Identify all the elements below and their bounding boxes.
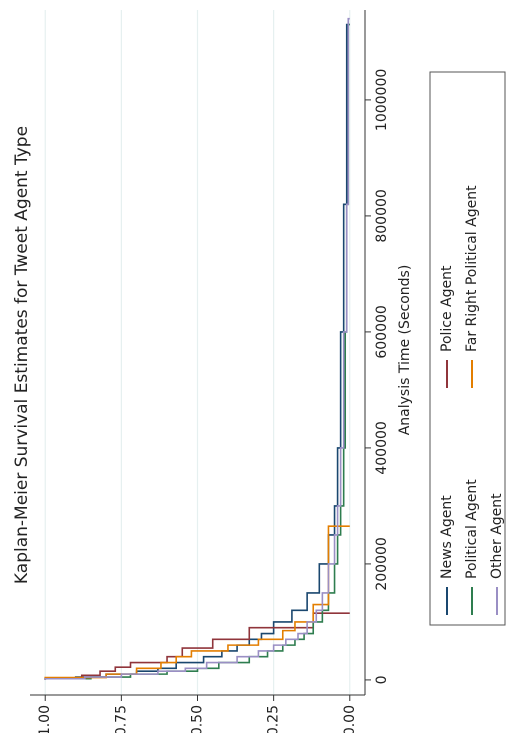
legend-label: Police Agent xyxy=(439,265,455,352)
legend-box xyxy=(429,71,506,626)
y-tick-label: 1.00 xyxy=(37,705,53,733)
legend-label: News Agent xyxy=(439,495,455,579)
y-tick-label: 0.00 xyxy=(342,705,358,733)
chart-title: Kaplan-Meier Survival Estimates for Twee… xyxy=(12,126,32,584)
y-tick-label: 0.75 xyxy=(113,705,129,733)
legend-label: Other Agent xyxy=(489,493,505,579)
x-tick-label: 600000 xyxy=(374,305,390,358)
y-tick-label: 0.25 xyxy=(266,705,282,733)
x-tick-label: 200000 xyxy=(374,537,390,590)
legend-label: Far Right Political Agent xyxy=(464,185,480,352)
legend-label: Political Agent xyxy=(464,479,480,579)
survival-curve xyxy=(44,17,350,680)
x-tick-label: 1000000 xyxy=(374,69,390,131)
x-axis-title: Analysis Time (Seconds) xyxy=(397,265,413,436)
x-tick-label: 800000 xyxy=(374,189,390,242)
y-tick-label: 0.50 xyxy=(190,705,206,733)
x-tick-label: 0 xyxy=(374,675,390,684)
x-tick-label: 400000 xyxy=(374,421,390,474)
